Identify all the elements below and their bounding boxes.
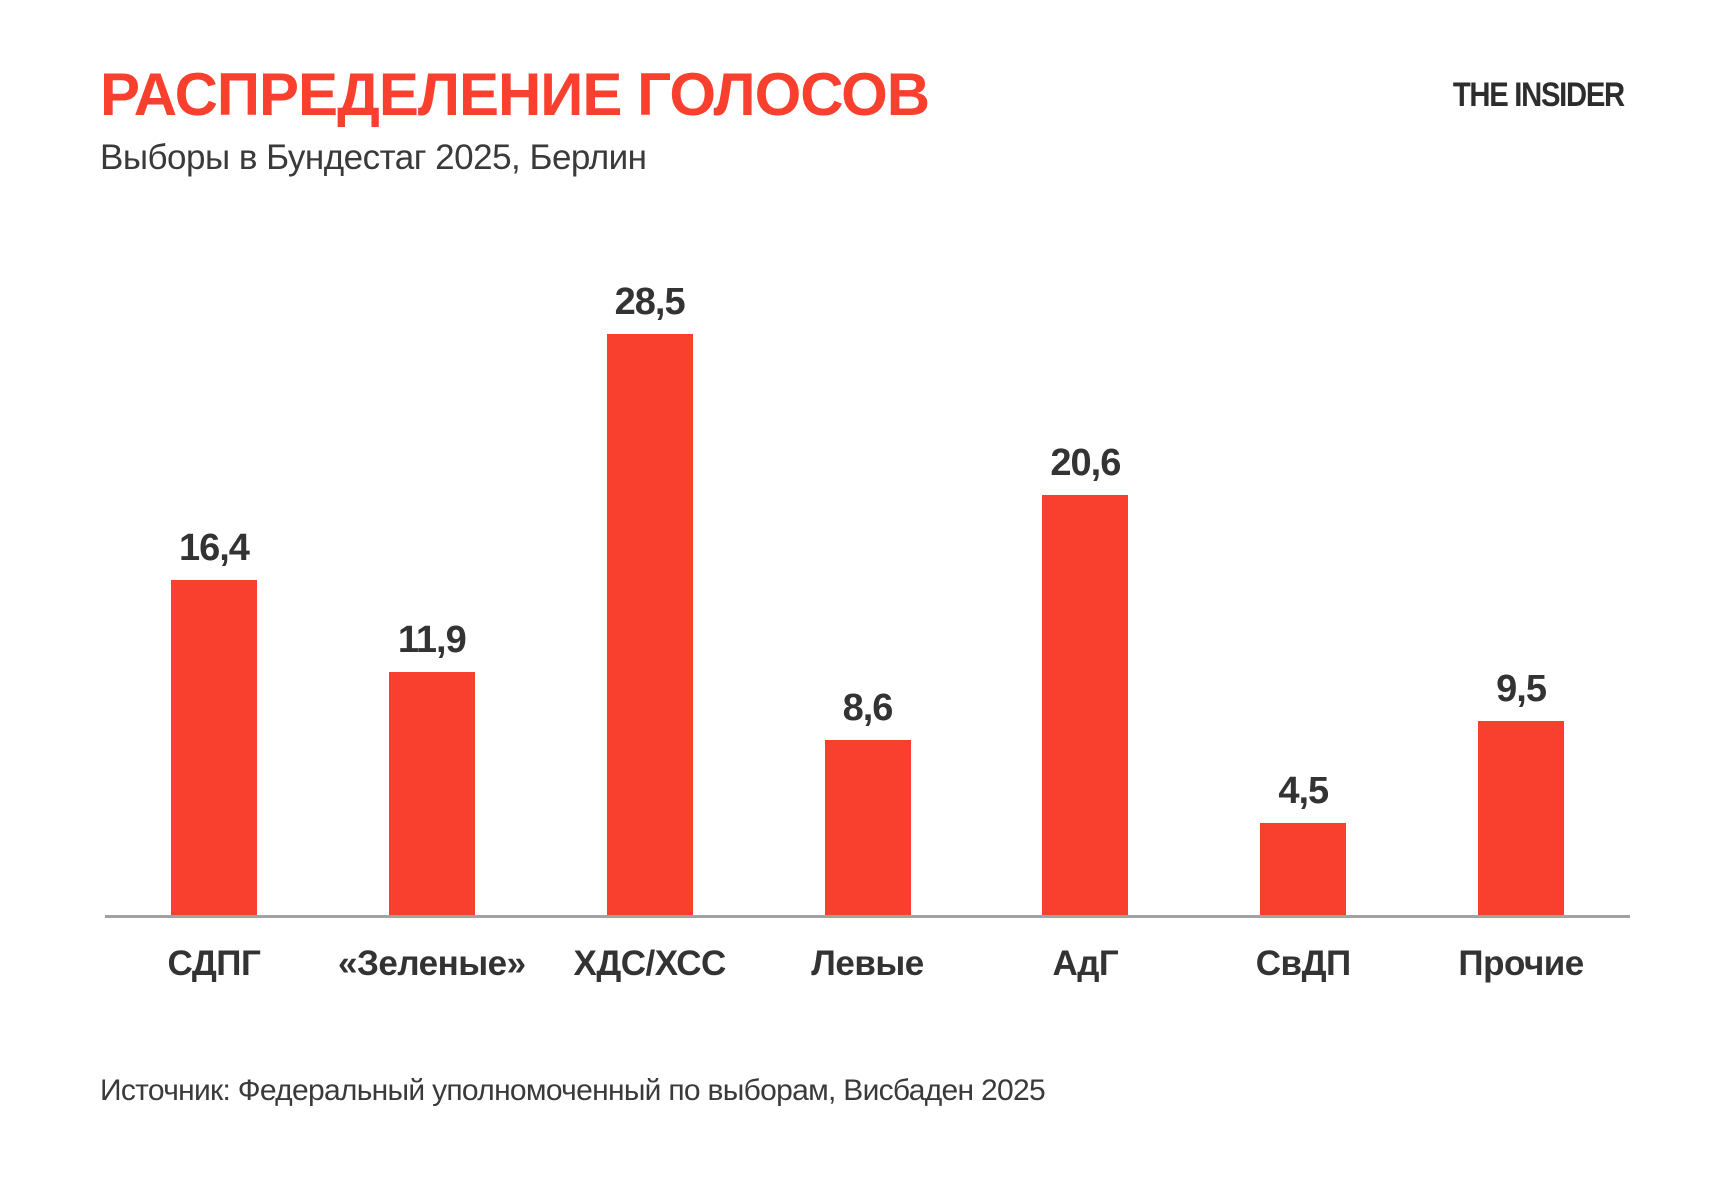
bar-value-label: 4,5: [1278, 770, 1329, 812]
bars-container: 16,4 11,9 28,5 8,6 20,6 4,5 9,5: [105, 260, 1630, 915]
bar-column: 11,9: [323, 260, 541, 915]
x-tick-label: Прочие: [1458, 944, 1584, 983]
x-tick-label: СвДП: [1255, 944, 1351, 983]
bar: [1260, 823, 1347, 915]
source-note: Источник: Федеральный уполномоченный по …: [100, 1074, 1046, 1107]
bar-value-label: 20,6: [1050, 442, 1121, 484]
bar-column: 4,5: [1194, 260, 1412, 915]
x-tick-label: Левые: [811, 944, 924, 983]
bar: [824, 740, 911, 915]
page-subtitle: Выборы в Бундестаг 2025, Берлин: [100, 138, 647, 177]
bar: [1478, 721, 1565, 915]
bar-column: 16,4: [105, 260, 323, 915]
x-axis-labels-row: СДПГ «Зеленые» ХДС/ХСС Левые АдГ СвДП Прочие: [105, 944, 1630, 984]
bar: [170, 580, 257, 915]
x-tick-label: АдГ: [1052, 944, 1119, 983]
bar-value-label: 11,9: [397, 619, 467, 661]
bar-column: 28,5: [541, 260, 759, 915]
bar-column: 8,6: [759, 260, 977, 915]
bar-value-label: 8,6: [842, 687, 894, 729]
x-axis-line: [105, 915, 1630, 918]
bar-value-label: 9,5: [1496, 668, 1547, 710]
x-tick-label: «Зеленые»: [338, 944, 526, 983]
bar-chart-plot-area: 16,4 11,9 28,5 8,6 20,6 4,5 9,5: [105, 260, 1630, 915]
x-tick-label: СДПГ: [167, 944, 261, 983]
bar-value-label: 16,4: [178, 527, 250, 569]
bar-column: 20,6: [976, 260, 1194, 915]
bar: [1042, 495, 1129, 915]
the-insider-logo: THE INSIDER: [1452, 76, 1625, 114]
bar-column: 9,5: [1412, 260, 1630, 915]
bar: [606, 334, 693, 915]
x-tick-label: ХДС/ХСС: [573, 944, 726, 983]
bar: [388, 672, 475, 915]
bar-value-label: 28,5: [614, 281, 686, 323]
page-title: РАСПРЕДЕЛЕНИЕ ГОЛОСОВ: [100, 61, 930, 128]
